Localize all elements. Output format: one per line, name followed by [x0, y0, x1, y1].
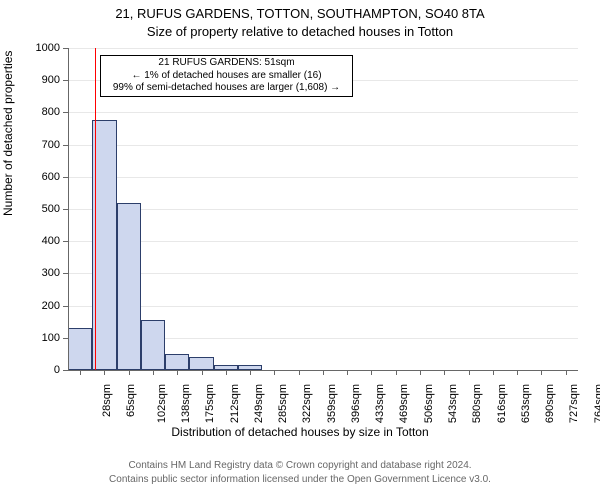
x-tick-label: 212sqm — [229, 384, 241, 423]
chart-container: 21, RUFUS GARDENS, TOTTON, SOUTHAMPTON, … — [0, 0, 600, 500]
x-tick — [250, 370, 251, 375]
histogram-bar — [165, 354, 189, 370]
x-tick — [517, 370, 518, 375]
x-tick-label: 616sqm — [496, 384, 508, 423]
x-tick — [493, 370, 494, 375]
y-tick-label: 0 — [0, 364, 60, 376]
annotation-line-3: 99% of semi-detached houses are larger (… — [105, 82, 348, 95]
x-tick-label: 764sqm — [593, 384, 600, 423]
gridline — [68, 145, 578, 146]
x-tick-label: 727sqm — [569, 384, 581, 423]
x-tick — [420, 370, 421, 375]
histogram-bar — [141, 320, 165, 370]
x-tick — [202, 370, 203, 375]
y-tick-label: 700 — [0, 139, 60, 151]
x-tick-label: 543sqm — [447, 384, 459, 423]
y-tick-label: 300 — [0, 267, 60, 279]
x-tick-label: 175sqm — [204, 384, 216, 423]
y-axis-line — [68, 48, 69, 370]
x-tick-label: 653sqm — [520, 384, 532, 423]
histogram-bar — [189, 357, 213, 370]
footer-line-1: Contains HM Land Registry data © Crown c… — [0, 460, 600, 471]
x-axis-label: Distribution of detached houses by size … — [0, 425, 600, 439]
x-tick — [153, 370, 154, 375]
x-tick-label: 138sqm — [180, 384, 192, 423]
x-tick-label: 359sqm — [326, 384, 338, 423]
y-tick-label: 200 — [0, 300, 60, 312]
gridline — [68, 273, 578, 274]
x-tick — [541, 370, 542, 375]
y-tick-label: 800 — [0, 106, 60, 118]
gridline — [68, 241, 578, 242]
x-tick — [80, 370, 81, 375]
annotation-line-1: 21 RUFUS GARDENS: 51sqm — [105, 57, 348, 70]
gridline — [68, 112, 578, 113]
x-tick-label: 506sqm — [423, 384, 435, 423]
x-tick-label: 580sqm — [471, 384, 483, 423]
gridline — [68, 48, 578, 49]
x-tick — [323, 370, 324, 375]
y-tick-label: 500 — [0, 203, 60, 215]
x-tick — [104, 370, 105, 375]
x-tick — [444, 370, 445, 375]
x-tick — [566, 370, 567, 375]
x-tick — [274, 370, 275, 375]
x-tick-label: 469sqm — [399, 384, 411, 423]
x-tick-label: 285sqm — [277, 384, 289, 423]
x-tick — [129, 370, 130, 375]
gridline — [68, 177, 578, 178]
x-tick-label: 322sqm — [302, 384, 314, 423]
x-tick-label: 690sqm — [544, 384, 556, 423]
gridline — [68, 306, 578, 307]
x-tick — [371, 370, 372, 375]
histogram-bar — [68, 328, 92, 370]
x-tick-label: 28sqm — [101, 384, 113, 417]
gridline — [68, 209, 578, 210]
x-tick — [469, 370, 470, 375]
chart-title-line2: Size of property relative to detached ho… — [0, 24, 600, 39]
y-tick-label: 600 — [0, 171, 60, 183]
x-tick-label: 249sqm — [253, 384, 265, 423]
footer-line-2: Contains public sector information licen… — [0, 474, 600, 485]
histogram-bar — [117, 203, 141, 370]
y-tick-label: 1000 — [0, 42, 60, 54]
x-tick-label: 433sqm — [374, 384, 386, 423]
x-tick — [347, 370, 348, 375]
x-tick — [396, 370, 397, 375]
annotation-box: 21 RUFUS GARDENS: 51sqm ← 1% of detached… — [100, 55, 353, 97]
y-tick-label: 900 — [0, 74, 60, 86]
x-tick — [177, 370, 178, 375]
annotation-line-2: ← 1% of detached houses are smaller (16) — [105, 70, 348, 83]
property-marker-line — [95, 48, 96, 370]
x-tick — [226, 370, 227, 375]
x-tick-label: 102sqm — [156, 384, 168, 423]
chart-title-line1: 21, RUFUS GARDENS, TOTTON, SOUTHAMPTON, … — [0, 6, 600, 21]
x-tick-label: 65sqm — [125, 384, 137, 417]
y-tick-label: 400 — [0, 235, 60, 247]
x-tick — [299, 370, 300, 375]
x-tick-label: 396sqm — [350, 384, 362, 423]
y-tick-label: 100 — [0, 332, 60, 344]
